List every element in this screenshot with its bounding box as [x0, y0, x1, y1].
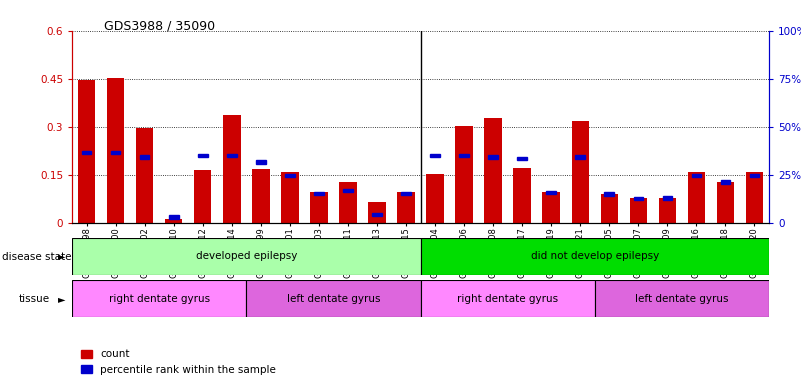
Bar — [687, 172, 705, 223]
Bar — [546, 190, 556, 194]
Bar — [691, 174, 701, 177]
Text: ►: ► — [58, 294, 65, 304]
Text: right dentate gyrus: right dentate gyrus — [457, 293, 558, 304]
Bar — [252, 169, 269, 223]
Bar — [310, 192, 328, 223]
Bar — [72, 280, 247, 317]
Bar — [542, 192, 560, 223]
Bar — [343, 189, 352, 192]
Bar — [194, 170, 211, 223]
Bar — [368, 202, 385, 223]
Bar — [575, 156, 585, 159]
Bar — [78, 80, 95, 223]
Bar — [721, 180, 731, 184]
Bar — [459, 154, 469, 157]
Text: disease state: disease state — [2, 252, 72, 262]
Bar — [169, 215, 179, 219]
Bar — [227, 154, 236, 157]
Bar — [401, 192, 411, 195]
Text: did not develop epilepsy: did not develop epilepsy — [530, 251, 659, 262]
Bar — [717, 182, 734, 223]
Bar — [281, 172, 299, 223]
Text: right dentate gyrus: right dentate gyrus — [109, 293, 210, 304]
Text: left dentate gyrus: left dentate gyrus — [635, 293, 729, 304]
Bar — [421, 280, 594, 317]
Bar — [140, 156, 150, 159]
Bar — [605, 192, 614, 196]
Bar — [397, 192, 415, 223]
Text: ►: ► — [58, 252, 65, 262]
Bar — [82, 151, 91, 154]
Text: GDS3988 / 35090: GDS3988 / 35090 — [104, 20, 215, 33]
Bar — [746, 172, 763, 223]
Bar — [634, 197, 643, 200]
Text: tissue: tissue — [18, 294, 50, 304]
Bar — [198, 154, 207, 157]
Bar — [426, 174, 444, 223]
Bar — [247, 280, 421, 317]
Bar — [111, 151, 120, 154]
Text: developed epilepsy: developed epilepsy — [195, 251, 297, 262]
Bar — [430, 154, 440, 157]
Bar — [513, 168, 531, 223]
Bar — [485, 118, 501, 223]
Legend: count, percentile rank within the sample: count, percentile rank within the sample — [78, 345, 280, 379]
Bar — [517, 157, 527, 161]
Bar — [136, 128, 153, 223]
Bar — [489, 156, 498, 159]
Bar — [107, 78, 124, 223]
Bar — [658, 198, 676, 223]
Text: left dentate gyrus: left dentate gyrus — [287, 293, 380, 304]
Bar — [662, 196, 672, 200]
Bar — [750, 174, 759, 177]
Bar — [165, 219, 183, 223]
Bar — [571, 121, 589, 223]
Bar — [256, 160, 266, 164]
Bar — [72, 238, 421, 275]
Bar — [601, 194, 618, 223]
Bar — [630, 198, 647, 223]
Bar — [594, 280, 769, 317]
Bar — [314, 192, 324, 195]
Bar — [372, 213, 382, 217]
Bar — [285, 174, 295, 177]
Bar — [421, 238, 769, 275]
Bar — [339, 182, 356, 223]
Bar — [455, 126, 473, 223]
Bar — [223, 114, 240, 223]
